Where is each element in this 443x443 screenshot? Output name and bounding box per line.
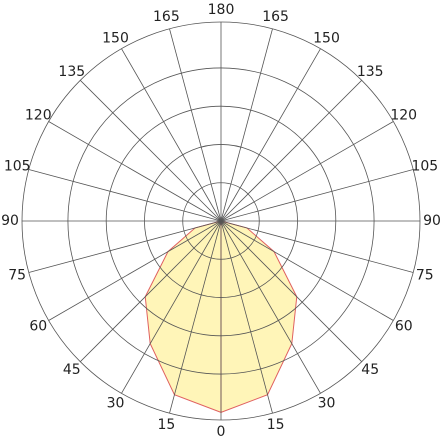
grid-spoke xyxy=(169,220,222,414)
grid-spoke xyxy=(48,121,222,222)
angle-label: 150 xyxy=(102,30,129,46)
angle-label: 75 xyxy=(416,268,434,284)
angle-label: 75 xyxy=(8,268,26,284)
intensity-curve xyxy=(144,220,222,414)
angle-label: 90 xyxy=(423,213,441,229)
angle-label: 135 xyxy=(58,64,85,80)
grid-spoke xyxy=(220,169,414,222)
intensity-curve xyxy=(220,220,298,414)
angle-label: 0 xyxy=(217,424,226,440)
grid-spoke xyxy=(220,121,394,222)
angle-label: 45 xyxy=(63,362,81,378)
grid-spoke xyxy=(220,220,273,414)
angle-label: 135 xyxy=(357,64,384,80)
grid-spoke xyxy=(220,220,394,321)
angle-label: 15 xyxy=(157,417,175,433)
angle-label: 45 xyxy=(361,362,379,378)
angle-label: 15 xyxy=(267,417,285,433)
angle-label: 165 xyxy=(262,9,289,25)
grid-spoke xyxy=(220,220,414,273)
grid-spoke xyxy=(28,169,222,222)
angle-label: 105 xyxy=(411,158,438,174)
grid-spoke xyxy=(121,220,222,394)
grid-spoke xyxy=(121,48,222,222)
grid-spoke xyxy=(220,220,362,362)
angle-label: 120 xyxy=(25,108,52,124)
grid-spoke xyxy=(80,80,222,222)
angle-label: 60 xyxy=(395,319,413,335)
grid-spoke xyxy=(48,220,222,321)
angle-label: 120 xyxy=(390,108,417,124)
grid-spoke xyxy=(220,220,321,394)
angle-label: 105 xyxy=(4,158,31,174)
grid-spoke xyxy=(28,220,222,273)
angle-label: 150 xyxy=(313,30,340,46)
grid-spoke xyxy=(169,28,222,222)
angle-label: 165 xyxy=(153,9,180,25)
grid-spoke xyxy=(220,28,273,222)
angle-label: 180 xyxy=(208,2,235,18)
angle-label: 60 xyxy=(29,319,47,335)
angle-label: 30 xyxy=(107,396,125,412)
grid-spoke xyxy=(220,48,321,222)
grid-spoke xyxy=(80,220,222,362)
angle-label: 30 xyxy=(318,396,336,412)
angle-label: 90 xyxy=(1,213,19,229)
grid-spoke xyxy=(220,80,362,222)
